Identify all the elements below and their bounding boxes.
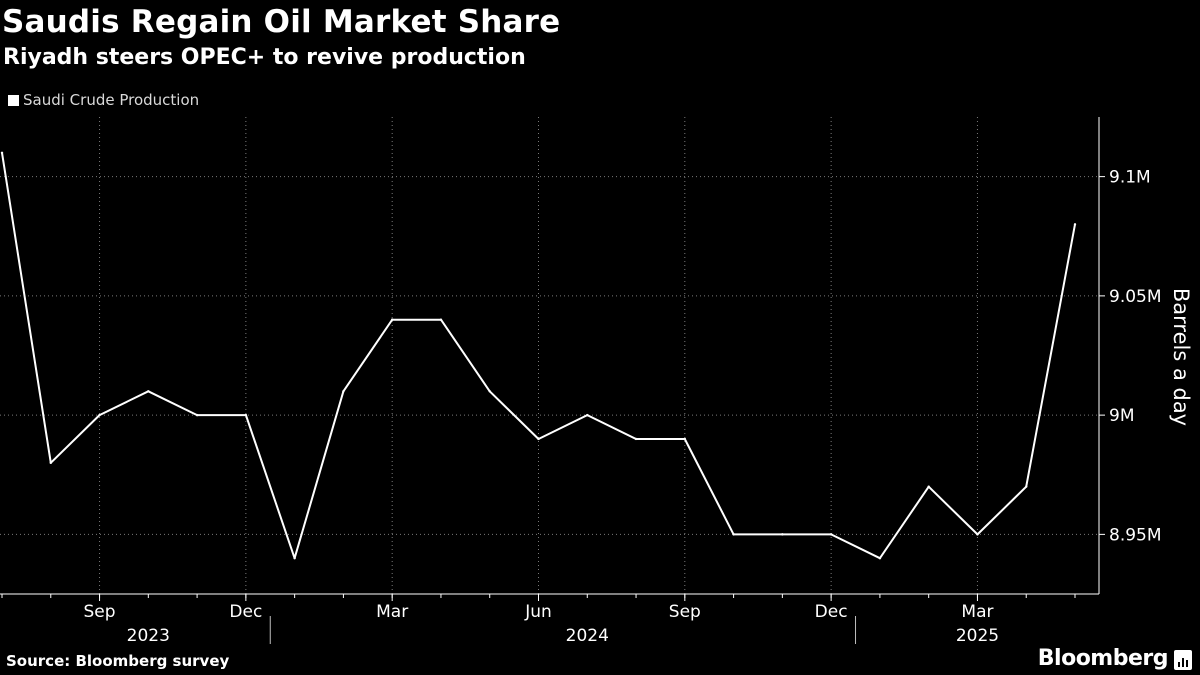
year-label: 2025 <box>956 626 999 646</box>
tick-labels: 8.95M 9M 9.05M 9.1M Sep Dec Mar Jun Sep Dec Mar 202… <box>84 168 1193 646</box>
year-label: 2024 <box>566 626 609 646</box>
x-tick-label: Dec <box>229 602 262 622</box>
data-point <box>49 461 52 465</box>
x-tick-label: Mar <box>961 602 993 622</box>
source-note: Source: Bloomberg survey <box>6 652 230 670</box>
data-point <box>683 437 687 441</box>
data-point <box>537 437 540 441</box>
x-tick-label: Dec <box>815 602 848 622</box>
data-point <box>195 413 199 417</box>
legend-label: Saudi Crude Production <box>23 91 200 109</box>
legend: Saudi Crude Production <box>8 91 199 109</box>
y-tick-label: 8.95M <box>1109 525 1162 545</box>
data-point <box>1025 485 1028 488</box>
data-point <box>634 437 638 441</box>
data-point <box>147 390 150 393</box>
axes <box>0 117 1105 644</box>
data-point <box>878 557 882 560</box>
y-axis-title: Barrels a day <box>1169 288 1193 426</box>
bloomberg-terminal-icon <box>1174 650 1192 670</box>
data-point <box>829 533 833 536</box>
data-point <box>586 413 589 417</box>
y-tick-label: 9.1M <box>1109 168 1151 188</box>
chart-title: Saudis Regain Oil Market Share <box>2 4 561 40</box>
x-tick-label: Jun <box>524 602 552 622</box>
data-point <box>390 318 394 321</box>
data-point <box>976 533 979 536</box>
data-point <box>927 485 930 488</box>
series-layer <box>0 151 1077 560</box>
data-point <box>342 390 345 393</box>
data-point <box>1073 223 1077 226</box>
data-point <box>732 533 735 536</box>
data-point <box>98 413 101 417</box>
data-point <box>244 413 248 417</box>
x-tick-label: Mar <box>376 602 408 622</box>
legend-swatch <box>8 94 19 106</box>
x-tick-label: Sep <box>669 602 701 622</box>
data-point <box>293 557 296 560</box>
data-point <box>781 533 784 536</box>
grid <box>0 117 1099 594</box>
chart-subtitle: Riyadh steers OPEC+ to revive production <box>3 45 526 70</box>
brand-wordmark: Bloomberg <box>1037 646 1169 671</box>
y-tick-label: 9.05M <box>1109 287 1162 307</box>
data-point <box>439 318 443 321</box>
year-label: 2023 <box>127 626 170 646</box>
x-tick-label: Sep <box>84 602 116 622</box>
data-point <box>488 390 491 393</box>
y-tick-label: 9M <box>1109 406 1134 426</box>
data-point <box>0 151 4 154</box>
